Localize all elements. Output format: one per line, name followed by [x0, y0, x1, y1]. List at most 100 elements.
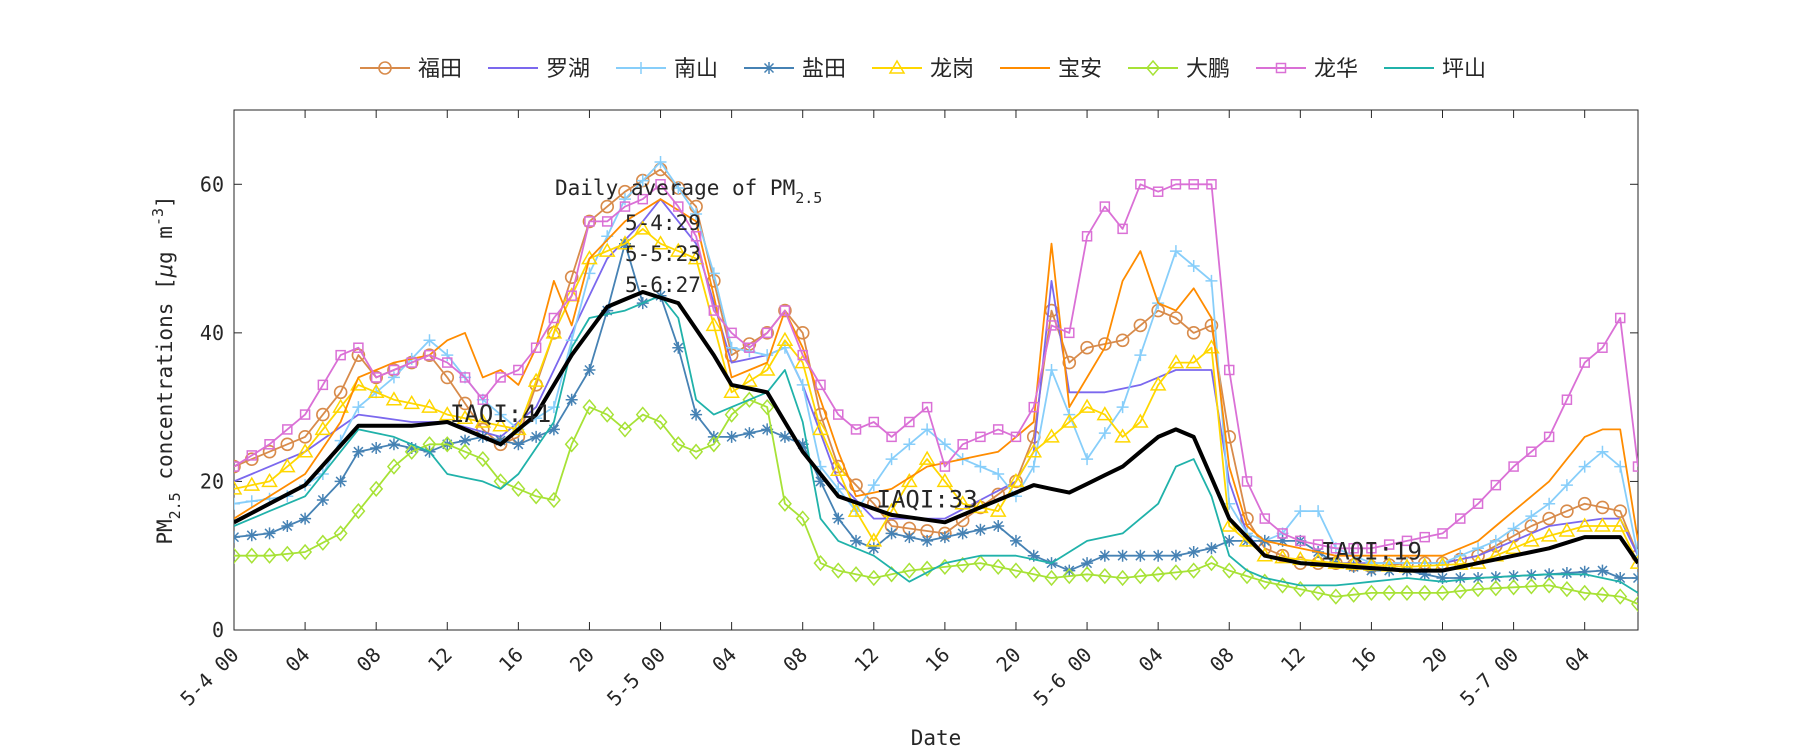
data-point — [796, 438, 809, 451]
data-point — [1543, 497, 1556, 510]
data-point — [687, 250, 705, 265]
data-point — [954, 495, 971, 510]
data-point — [1223, 497, 1236, 510]
data-point — [282, 424, 293, 435]
x-tick-label: 08 — [778, 643, 812, 677]
data-point — [495, 372, 506, 383]
data-point — [1206, 179, 1217, 190]
data-point — [548, 312, 560, 324]
data-point — [1526, 446, 1537, 457]
data-point — [673, 201, 684, 212]
legend-item: 龙华 — [1256, 57, 1358, 82]
data-point — [1540, 527, 1558, 542]
data-point — [1078, 398, 1096, 413]
data-point — [938, 438, 951, 451]
data-point — [351, 502, 366, 520]
x-tick-label: 16 — [494, 643, 528, 677]
data-point — [1276, 534, 1289, 547]
data-point — [975, 431, 986, 443]
data-point — [706, 436, 721, 453]
data-point — [317, 379, 329, 391]
data-point — [1080, 566, 1095, 583]
data-point — [424, 349, 435, 361]
data-point — [387, 371, 400, 384]
data-point — [369, 480, 384, 498]
data-point — [442, 357, 453, 368]
data-point — [1134, 349, 1147, 362]
data-point — [245, 529, 258, 542]
y-axis: 0 20 40 60 — [200, 172, 1638, 642]
data-point — [1062, 567, 1077, 585]
data-point — [458, 443, 473, 460]
data-point — [1542, 577, 1557, 594]
data-point — [833, 409, 844, 420]
data-point — [867, 542, 880, 555]
data-point — [1027, 460, 1040, 473]
data-point — [1508, 461, 1519, 472]
data-point — [234, 459, 241, 474]
data-point — [1611, 517, 1629, 532]
data-point — [938, 531, 951, 544]
data-point — [1506, 579, 1521, 596]
data-point — [1505, 539, 1522, 555]
x-tick-label: 5-4 00 — [175, 643, 243, 711]
data-point — [440, 436, 455, 453]
data-point — [545, 324, 563, 339]
y-tick-label: 0 — [212, 618, 224, 642]
data-point — [1169, 311, 1183, 325]
data-point — [1115, 333, 1130, 348]
data-point — [850, 534, 863, 547]
data-point — [1436, 572, 1449, 584]
data-point — [422, 348, 437, 362]
data-point — [316, 407, 330, 422]
data-point — [761, 349, 774, 362]
data-point — [672, 341, 685, 354]
data-point — [1080, 340, 1094, 355]
data-point — [1063, 564, 1076, 577]
data-point — [386, 458, 401, 475]
data-point — [761, 327, 773, 339]
x-axis-label: Date — [911, 726, 962, 750]
data-point — [1098, 427, 1111, 440]
data-point — [440, 370, 455, 385]
data-point — [1453, 582, 1468, 600]
data-point — [1081, 453, 1094, 466]
average-line-layer — [234, 290, 1638, 573]
data-point — [601, 216, 613, 227]
data-point — [1435, 584, 1450, 602]
x-tick-label: 04 — [707, 643, 741, 677]
legend-label: 大鹏 — [1186, 57, 1230, 82]
data-point — [299, 409, 311, 420]
data-point — [298, 543, 313, 561]
data-point — [262, 547, 277, 564]
data-point — [1223, 534, 1236, 547]
data-point — [566, 290, 577, 301]
data-point — [1132, 413, 1149, 428]
data-point — [385, 391, 403, 406]
daily-average-row: 5-5:23 — [625, 242, 701, 266]
data-point — [1241, 476, 1253, 487]
data-point — [1312, 505, 1325, 518]
data-point — [989, 502, 1007, 517]
data-point — [403, 394, 421, 410]
data-point — [369, 370, 383, 385]
data-point — [245, 495, 258, 508]
data-point — [1115, 569, 1130, 587]
data-point — [669, 242, 687, 257]
data-point — [584, 216, 595, 227]
data-point — [370, 372, 382, 383]
data-point — [1149, 376, 1167, 391]
data-point — [1043, 428, 1060, 443]
data-point — [335, 349, 346, 361]
legend-item: 盐田 — [744, 57, 846, 82]
data-point — [527, 372, 545, 387]
data-point — [352, 445, 365, 458]
data-point — [546, 491, 561, 509]
x-tick-label: 5-7 00 — [1455, 643, 1523, 711]
data-point — [1277, 528, 1288, 539]
x-tick-label: 04 — [1134, 643, 1168, 677]
data-point — [406, 357, 417, 368]
data-point — [1419, 531, 1430, 543]
data-point — [581, 250, 598, 265]
